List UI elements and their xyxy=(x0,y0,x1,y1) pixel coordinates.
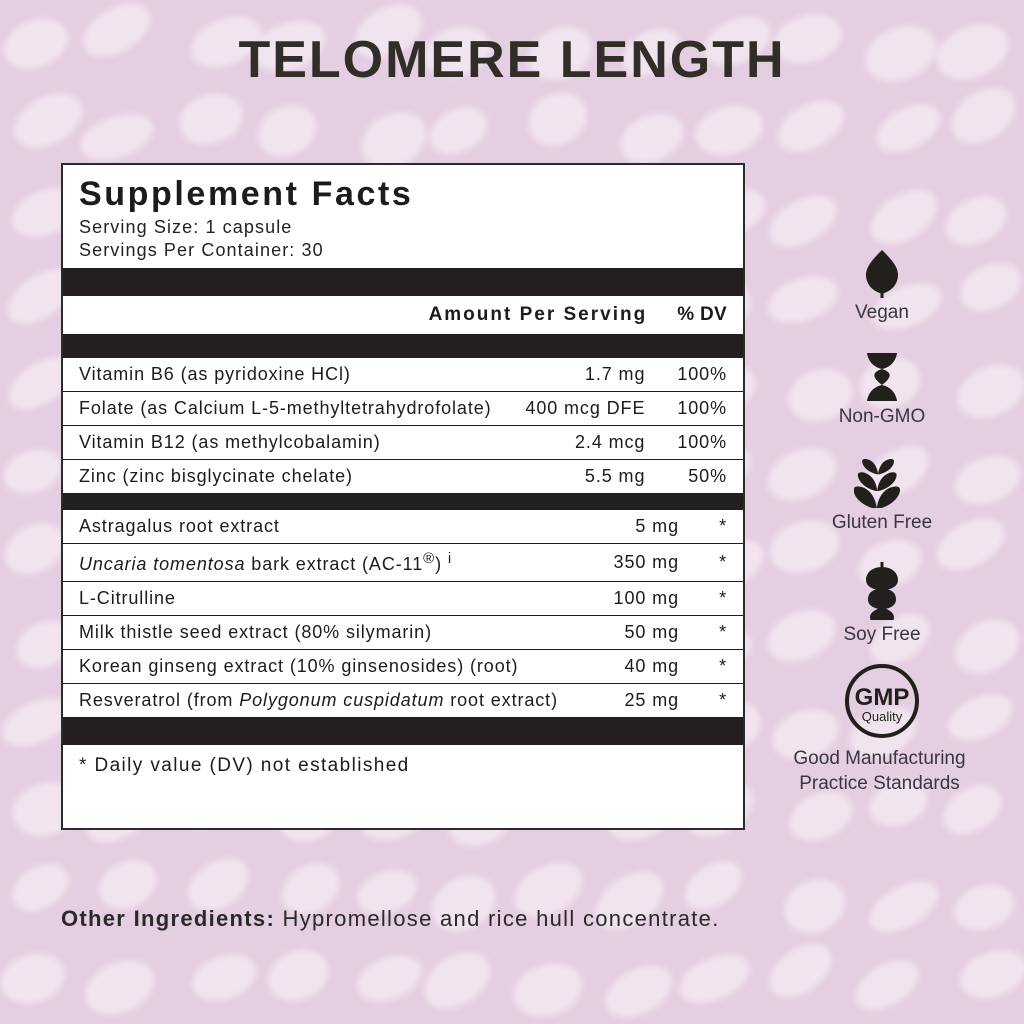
svg-text:Quality: Quality xyxy=(862,709,903,724)
svg-text:GMP: GMP xyxy=(855,684,910,711)
